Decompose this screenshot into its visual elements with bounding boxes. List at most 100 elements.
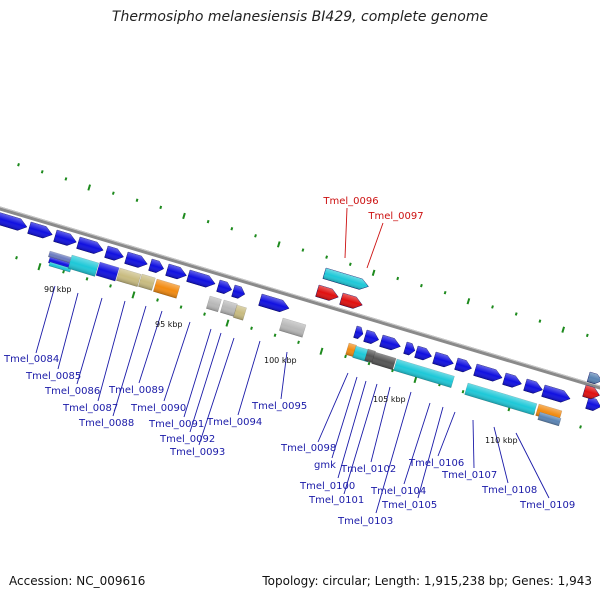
cds-arrow (104, 245, 124, 261)
leader-line (337, 380, 367, 479)
tick-mark (85, 277, 89, 281)
cds-arrow (585, 396, 600, 411)
tick-mark (297, 340, 300, 345)
tick-mark (203, 312, 206, 316)
cds-arrow (502, 372, 522, 388)
cds-arrow (586, 371, 600, 385)
leader-line (515, 432, 550, 499)
tick-mark (491, 305, 494, 309)
tick-mark (135, 198, 139, 202)
feature-box (153, 278, 181, 299)
leader-line (375, 391, 412, 514)
gene-label: Tmel_0087 (62, 403, 118, 414)
gene-label: Tmel_0084 (3, 354, 59, 365)
tick-mark (585, 333, 589, 338)
tick-mark (64, 177, 68, 181)
gene-labels: Tmel_0084 Tmel_0085 Tmel_0086 Tmel_0087 Tmel… (3, 196, 575, 527)
tick-mark (391, 368, 394, 373)
feature-box (48, 261, 72, 273)
leader-line (331, 376, 358, 459)
map-title: Thermosipho melanesiensis BI429, complet… (111, 9, 489, 25)
leader-line (112, 305, 147, 417)
topology-summary: Topology: circular; Length: 1,915,238 bp… (262, 574, 592, 588)
gene-label: Tmel_0093 (169, 447, 225, 458)
leader-line (183, 328, 212, 418)
gene-label: Tmel_0100 (299, 481, 355, 492)
gene-label: Tmel_0094 (206, 417, 262, 428)
backbone-line (0, 206, 600, 390)
scale-label: 95 kbp (155, 320, 183, 329)
outer-tick-marks (17, 163, 589, 338)
leader-line (189, 332, 222, 433)
cds-arrow (165, 263, 187, 280)
feature-box (371, 351, 397, 371)
tick-mark (17, 163, 20, 167)
gene-label: Tmel_0101 (308, 495, 364, 506)
tick-mark (179, 305, 183, 309)
feature-box (393, 358, 455, 388)
feature-box (537, 411, 562, 427)
tick-mark (131, 291, 136, 299)
tick-mark (301, 248, 305, 252)
cds-arrow (379, 334, 401, 351)
gene-label: Tmel_0096 (322, 196, 378, 207)
leader-line (366, 222, 384, 269)
tick-mark (538, 319, 542, 323)
leader-line (417, 406, 444, 499)
tick-mark (579, 425, 582, 429)
tick-mark (344, 354, 347, 359)
tick-mark (254, 234, 257, 238)
cds-arrow (231, 284, 246, 299)
tick-mark (443, 290, 447, 295)
gene-label: Tmel_0091 (148, 419, 204, 430)
cds-arrow-highlight (322, 267, 369, 290)
scale-label: 105 kbp (373, 395, 406, 404)
leader-line (35, 285, 56, 354)
feature-box (116, 267, 142, 288)
tick-mark (319, 347, 324, 355)
gene-label: Tmel_0107 (441, 470, 497, 481)
leader-line (76, 297, 103, 385)
tick-mark (111, 191, 115, 195)
cds-arrow (53, 229, 77, 246)
gene-label: Tmel_0106 (408, 458, 464, 469)
leader-line (437, 411, 456, 457)
scale-label: 100 kbp (264, 356, 297, 365)
cds-arrow (0, 211, 28, 231)
leader-line (344, 207, 348, 259)
cds-arrow (454, 357, 472, 373)
gene-label: Tmel_0105 (381, 500, 437, 511)
cds-arrow (403, 341, 416, 356)
leader-line (237, 340, 261, 416)
tick-mark (156, 298, 159, 302)
tick-mark (230, 226, 234, 231)
tick-mark (87, 184, 92, 191)
label-leader-lines (35, 207, 550, 514)
leader-line (317, 372, 349, 443)
tick-mark (348, 262, 352, 266)
cds-arrow (216, 279, 232, 294)
gene-label: Tmel_0097 (367, 211, 423, 222)
tick-mark (561, 326, 566, 333)
cds-arrow (541, 384, 571, 403)
feature-box (67, 254, 100, 277)
leader-line (370, 386, 391, 463)
cds-arrow (27, 221, 53, 239)
cds-arrow (363, 329, 379, 344)
cds-arrow (353, 325, 364, 339)
tick-mark (420, 283, 423, 288)
gene-label: gmk (314, 460, 336, 471)
tick-mark (109, 284, 112, 288)
cds-arrow (76, 236, 104, 254)
tick-mark (159, 205, 163, 210)
tick-mark (413, 375, 418, 384)
feature-box (233, 304, 247, 321)
accession-text: Accession: NC_009616 (9, 574, 146, 588)
tick-mark (15, 256, 18, 260)
leader-line (138, 310, 163, 384)
leader-line (493, 426, 509, 484)
feature-box (279, 317, 307, 338)
tick-mark (276, 241, 281, 248)
cds-arrow-highlight (339, 292, 363, 309)
